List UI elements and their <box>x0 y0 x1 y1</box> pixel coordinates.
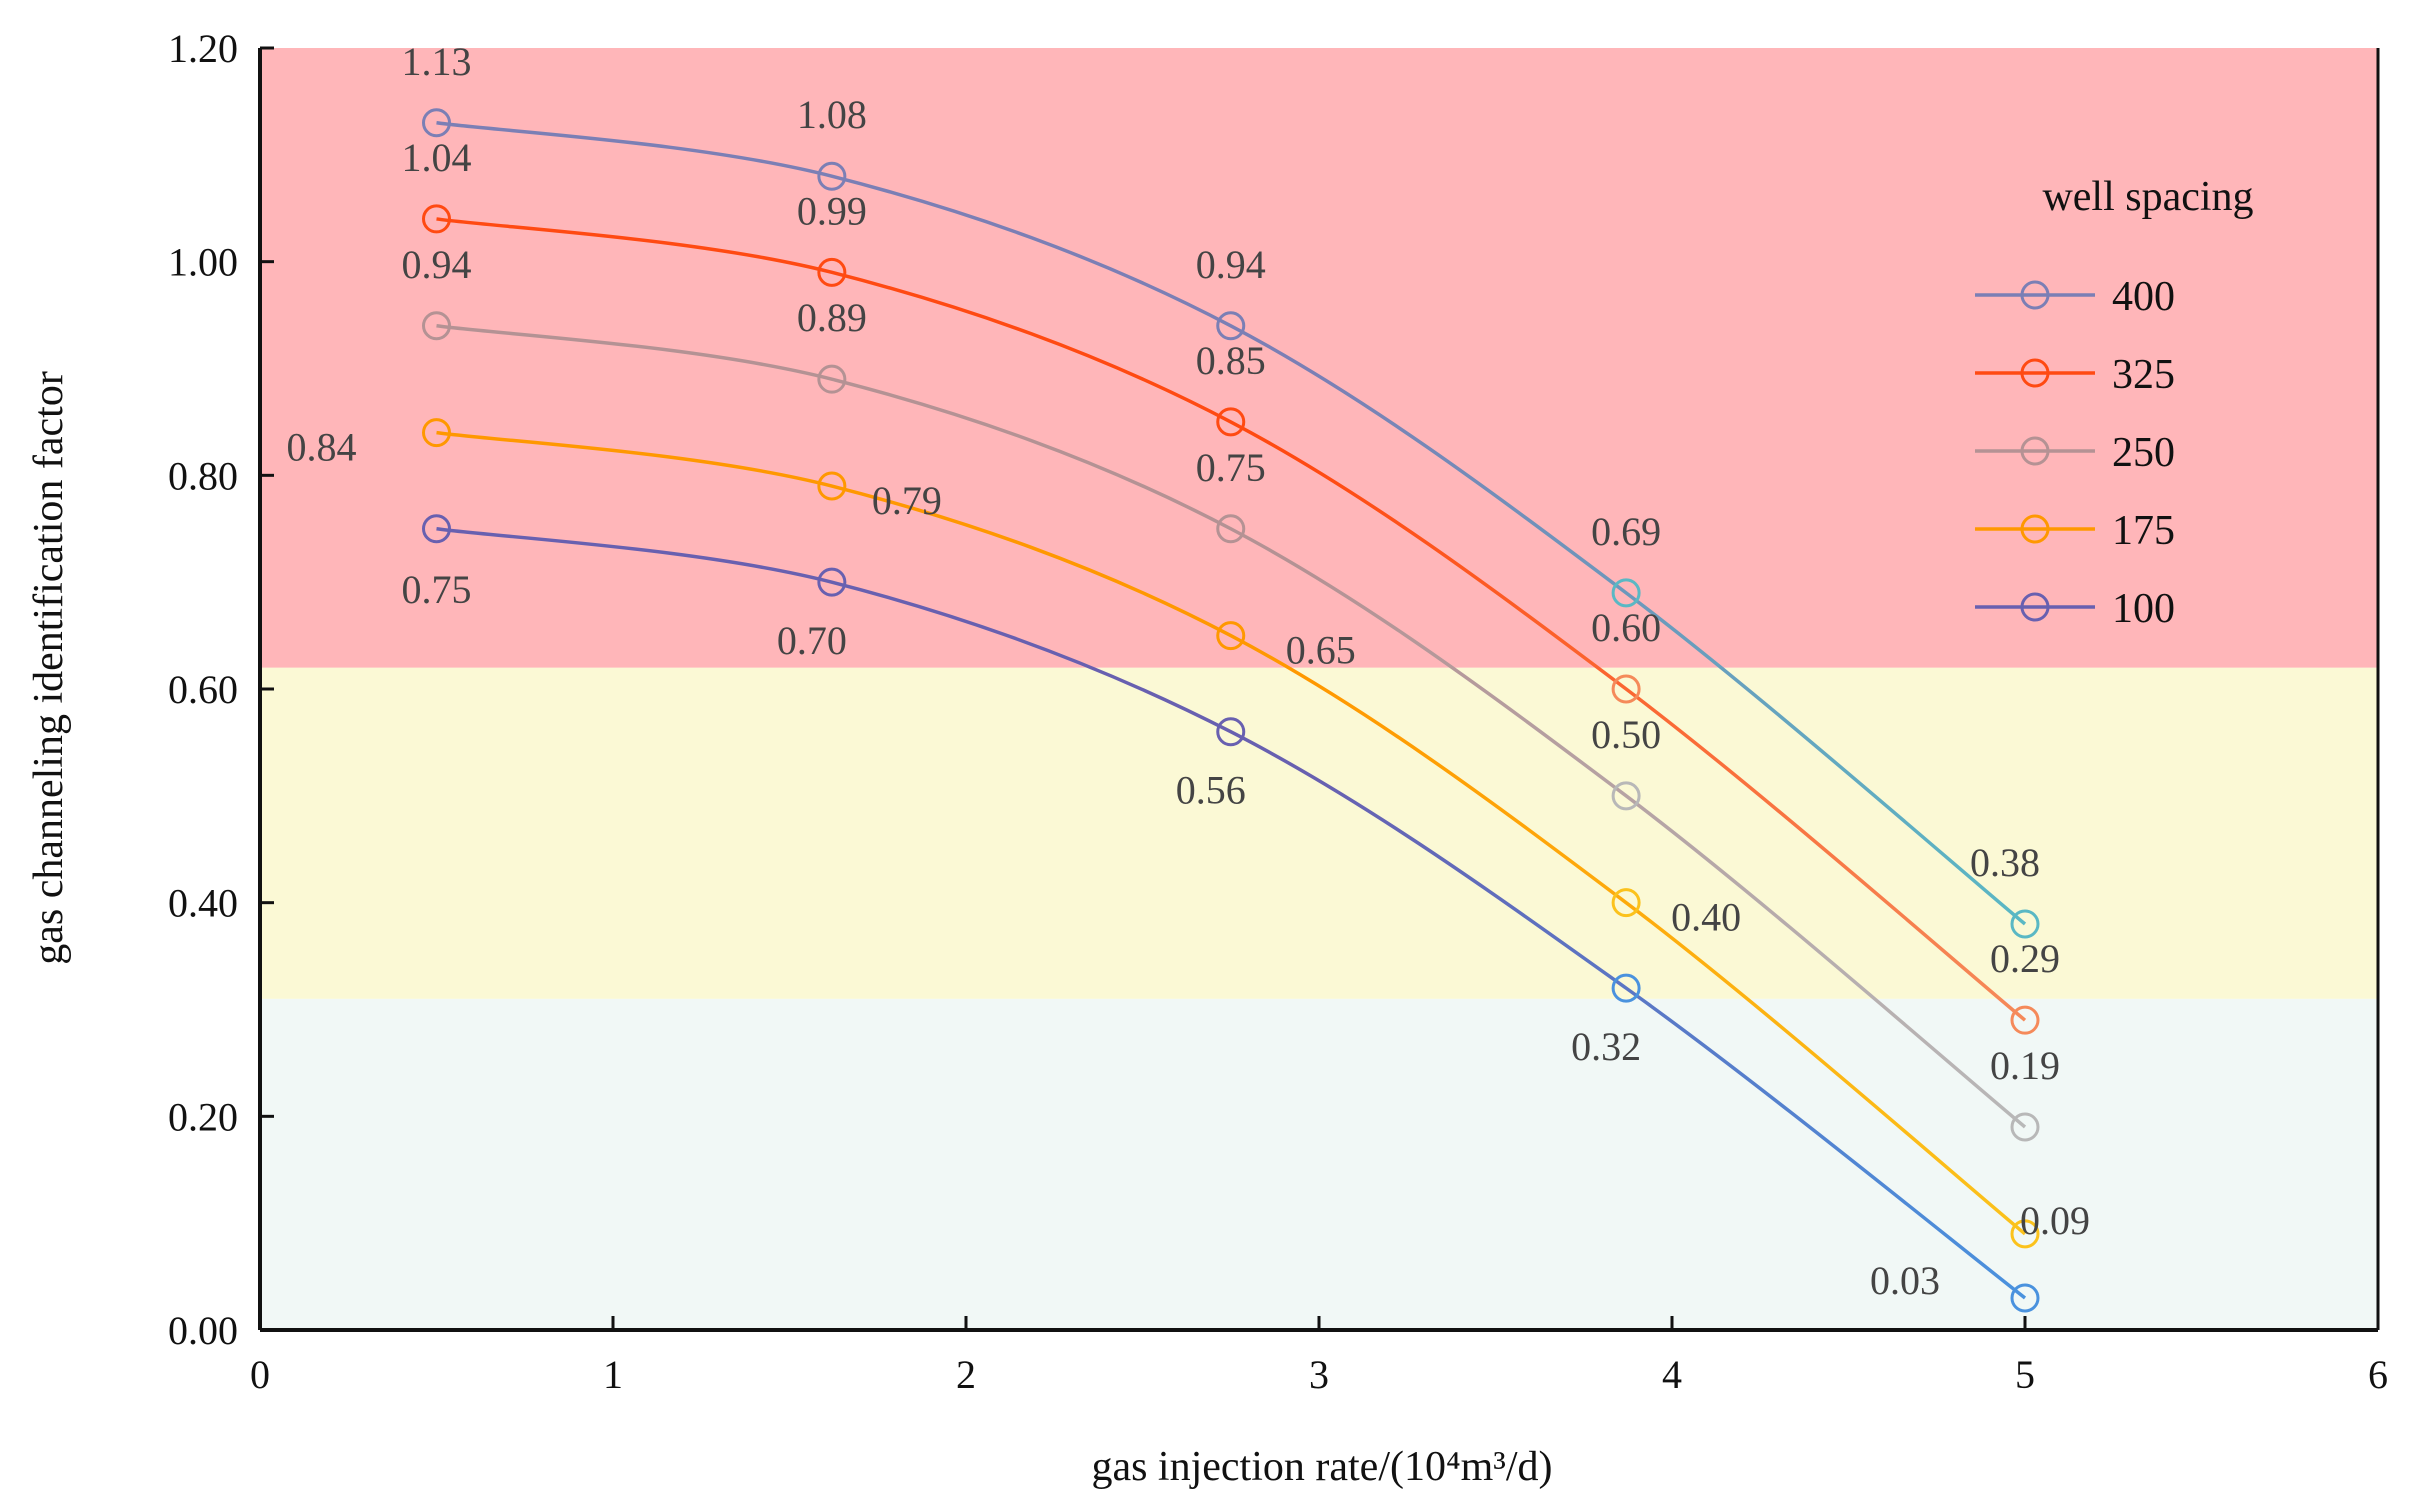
data-label-175-3: 0.40 <box>1671 895 1741 940</box>
y-tick-label: 0.00 <box>168 1308 238 1353</box>
x-tick-label: 1 <box>603 1352 623 1397</box>
point-325-1 <box>817 257 847 287</box>
axes: 0 1 2 3 4 5 6 0.00 0.20 0.40 0.60 0.80 1.00 1.20 <box>168 26 2388 1397</box>
data-label-325-4: 0.29 <box>1990 936 2060 981</box>
legend-label-100: 100 <box>2112 586 2175 632</box>
y-tick-label: 0.20 <box>168 1094 238 1139</box>
point-325-2 <box>1216 407 1246 437</box>
data-label-400-1: 1.08 <box>797 92 867 137</box>
data-label-175-4: 0.09 <box>2020 1198 2090 1243</box>
series-line-400 <box>436 121 2027 926</box>
y-tick-label: 1.20 <box>168 26 238 71</box>
data-label-250-0: 0.94 <box>402 242 472 287</box>
x-tick-label: 5 <box>2015 1352 2035 1397</box>
point-400-0 <box>422 108 451 138</box>
legend-marker-400 <box>2020 280 2050 310</box>
point-175-2 <box>1216 621 1246 651</box>
data-label-325-3: 0.60 <box>1591 605 1661 650</box>
point-250-4 <box>2010 1112 2040 1142</box>
data-label-100-4: 0.03 <box>1870 1258 1940 1303</box>
x-tick-label: 6 <box>2368 1352 2388 1397</box>
point-250-3 <box>1611 781 1641 811</box>
point-325-3 <box>1611 674 1641 704</box>
point-175-4 <box>2010 1219 2040 1249</box>
background-bands <box>260 48 2378 1330</box>
data-label-175-2: 0.65 <box>1286 628 1356 673</box>
series-line-100 <box>436 527 2027 1300</box>
legend-marker-250 <box>2020 436 2050 466</box>
data-label-250-1: 0.89 <box>797 295 867 340</box>
band-medium <box>260 667 2378 999</box>
point-100-4 <box>2010 1283 2040 1313</box>
series-line-250 <box>436 324 2027 1129</box>
x-tick-label: 0 <box>250 1352 270 1397</box>
legend-label-250: 250 <box>2112 430 2175 476</box>
data-label-100-2: 0.56 <box>1176 768 1246 813</box>
point-100-2 <box>1216 717 1246 747</box>
point-400-4 <box>2010 909 2040 939</box>
point-250-1 <box>817 364 847 394</box>
legend-marker-100 <box>2020 592 2050 622</box>
series-layer <box>422 108 2040 1313</box>
data-labels: 1.13 1.08 0.94 0.69 0.38 1.04 0.99 0.85 0.60 0.29… <box>287 39 2091 1303</box>
legend-label-175: 175 <box>2112 508 2175 554</box>
point-100-3 <box>1611 973 1641 1003</box>
point-400-3 <box>1611 578 1641 608</box>
point-400-1 <box>817 161 847 191</box>
data-label-325-0: 1.04 <box>402 135 472 180</box>
point-400-2 <box>1216 311 1246 341</box>
point-250-2 <box>1216 514 1246 544</box>
y-tick-label: 0.60 <box>168 667 238 712</box>
x-tick-label: 2 <box>956 1352 976 1397</box>
y-tick-label: 0.80 <box>168 453 238 498</box>
legend-label-400: 400 <box>2112 274 2175 320</box>
data-label-100-0: 0.75 <box>402 567 472 612</box>
data-label-400-4: 0.38 <box>1970 840 2040 885</box>
legend-marker-175 <box>2020 514 2050 544</box>
legend-label-325: 325 <box>2112 352 2175 398</box>
y-tick-label: 1.00 <box>168 240 238 285</box>
x-tick-label: 3 <box>1309 1352 1329 1397</box>
data-label-400-2: 0.94 <box>1196 242 1266 287</box>
point-325-0 <box>422 204 451 234</box>
point-175-0 <box>422 418 451 448</box>
point-175-1 <box>817 471 847 501</box>
band-high <box>260 48 2378 668</box>
point-175-3 <box>1611 888 1641 918</box>
legend-marker-325 <box>2020 358 2050 388</box>
x-axis-title: gas injection rate/(10⁴m³/d) <box>1091 1444 1552 1490</box>
data-label-250-3: 0.50 <box>1591 712 1661 757</box>
point-100-1 <box>817 567 847 597</box>
data-label-250-4: 0.19 <box>1990 1043 2060 1088</box>
data-label-400-3: 0.69 <box>1591 509 1661 554</box>
data-label-400-0: 1.13 <box>402 39 472 84</box>
data-label-250-2: 0.75 <box>1196 445 1266 490</box>
data-label-175-1: 0.79 <box>872 478 942 523</box>
point-325-4 <box>2010 1005 2040 1035</box>
data-label-100-3: 0.32 <box>1571 1024 1641 1069</box>
series-line-175 <box>436 430 2027 1236</box>
point-100-0 <box>422 514 451 544</box>
x-tick-label: 4 <box>1662 1352 1682 1397</box>
series-line-325 <box>436 217 2027 1022</box>
legend: well spacing 400 325 250 175 100 <box>1975 174 2254 632</box>
data-label-100-1: 0.70 <box>777 618 847 663</box>
data-label-175-0: 0.84 <box>287 425 357 470</box>
y-axis-title: gas channeling identification factor <box>26 371 72 965</box>
point-250-0 <box>422 311 451 341</box>
data-label-325-1: 0.99 <box>797 188 867 233</box>
legend-title: well spacing <box>2042 174 2253 220</box>
data-label-325-2: 0.85 <box>1196 338 1266 383</box>
y-tick-label: 0.40 <box>168 881 238 926</box>
band-low <box>260 998 2378 1330</box>
